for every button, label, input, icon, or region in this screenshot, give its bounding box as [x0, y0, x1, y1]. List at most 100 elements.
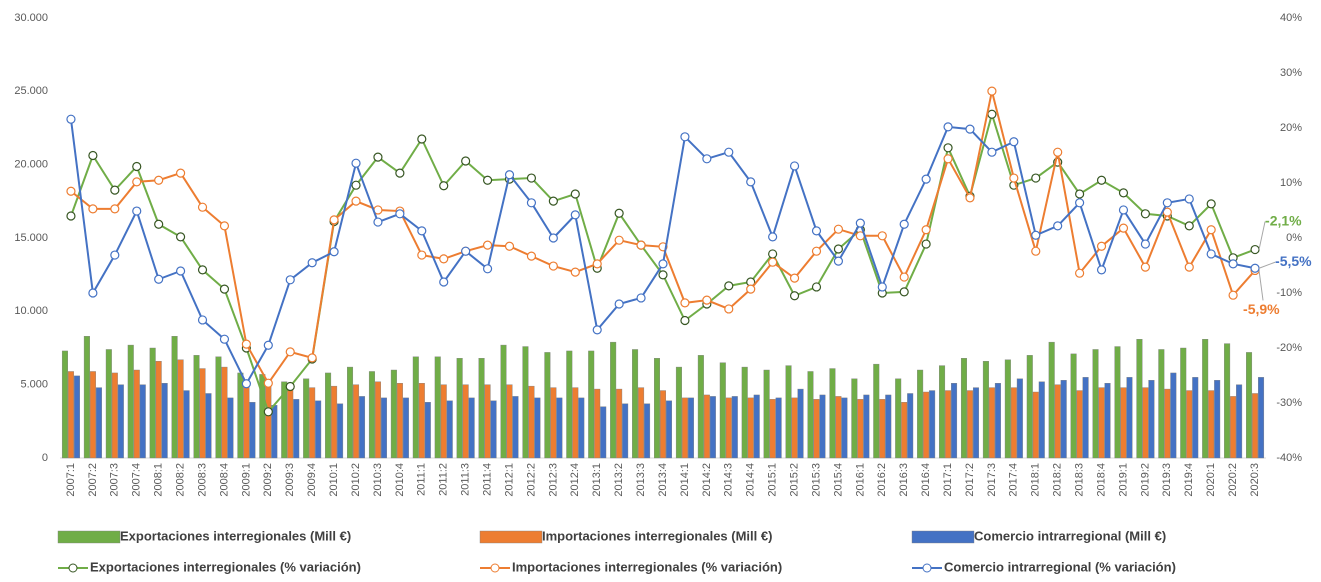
- marker: [263, 407, 273, 417]
- legend-swatch: [479, 530, 543, 544]
- marker: [176, 266, 186, 276]
- marker: [110, 204, 120, 214]
- bar: [972, 387, 979, 459]
- bar: [654, 358, 661, 459]
- x-tick-label: 2019:1: [1117, 463, 1129, 497]
- marker: [176, 232, 186, 242]
- bar: [813, 399, 820, 459]
- x-tick-label: 2009:4: [306, 463, 318, 497]
- y2-tick-label: 10%: [1280, 177, 1302, 189]
- marker: [789, 273, 800, 283]
- bar: [660, 390, 667, 459]
- bar: [675, 366, 682, 459]
- bar: [697, 355, 704, 459]
- marker: [285, 347, 295, 357]
- bar: [303, 378, 310, 459]
- bar: [205, 393, 212, 459]
- marker: [724, 147, 734, 157]
- bar: [1016, 378, 1023, 459]
- x-tick-label: 2018:1: [1030, 463, 1042, 497]
- bar: [572, 387, 579, 459]
- bar: [325, 372, 332, 459]
- bar: [331, 385, 338, 459]
- marker: [724, 304, 734, 314]
- bar: [622, 403, 629, 459]
- marker: [1206, 199, 1216, 209]
- bar: [807, 371, 814, 459]
- x-tick-label: 2020:1: [1205, 463, 1217, 497]
- bar: [1252, 393, 1259, 459]
- marker: [570, 267, 580, 277]
- bar: [819, 394, 826, 459]
- marker: [439, 254, 449, 264]
- marker: [592, 325, 602, 335]
- bar: [177, 359, 184, 459]
- marker: [724, 281, 734, 291]
- bar: [741, 366, 748, 459]
- marker: [219, 284, 230, 294]
- bar: [347, 366, 354, 459]
- marker: [1228, 259, 1238, 269]
- marker: [746, 284, 756, 294]
- bar: [315, 400, 322, 459]
- bar: [588, 350, 595, 459]
- bar: [396, 383, 403, 459]
- bar: [907, 393, 914, 459]
- marker: [833, 256, 844, 266]
- bar: [578, 397, 585, 459]
- marker: [1184, 194, 1194, 204]
- marker: [636, 293, 646, 303]
- marker: [811, 246, 822, 256]
- data-label: -5,9%: [1243, 301, 1280, 317]
- x-tick-label: 2008:2: [175, 463, 187, 497]
- data-label: -5,5%: [1275, 253, 1312, 269]
- marker: [702, 295, 712, 305]
- marker: [417, 250, 427, 260]
- x-tick-label: 2011:4: [481, 463, 493, 496]
- marker: [592, 259, 602, 269]
- bar: [249, 402, 256, 459]
- bar: [644, 403, 651, 459]
- bar: [1164, 388, 1171, 459]
- bar: [199, 368, 206, 459]
- marker: [1228, 290, 1238, 300]
- marker: [395, 209, 405, 219]
- bar: [127, 344, 134, 459]
- marker: [768, 232, 778, 242]
- bar: [725, 397, 732, 459]
- bar: [83, 336, 90, 459]
- bar: [1070, 353, 1077, 459]
- x-tick-label: 2014:4: [745, 463, 757, 497]
- x-tick-label: 2017:2: [964, 463, 976, 497]
- bar: [281, 381, 288, 459]
- x-tick-label: 2019:4: [1183, 463, 1195, 497]
- bar: [703, 394, 710, 459]
- x-tick-label: 2010:4: [394, 463, 406, 497]
- bar: [901, 402, 908, 459]
- x-tick-label: 2012:1: [503, 463, 515, 497]
- x-tick-label: 2012:3: [547, 463, 559, 497]
- marker: [154, 219, 164, 229]
- legend-swatch: [57, 530, 121, 544]
- y-tick-label: 20.000: [14, 159, 48, 171]
- marker: [88, 204, 98, 214]
- marker: [921, 225, 931, 235]
- marker: [987, 147, 997, 157]
- bar: [1148, 380, 1155, 459]
- bar: [556, 397, 563, 459]
- legend-swatch: [911, 530, 975, 544]
- marker: [899, 287, 909, 297]
- marker: [1162, 198, 1172, 208]
- bar: [89, 371, 96, 459]
- bar: [1186, 390, 1193, 459]
- bar: [879, 399, 886, 459]
- marker: [943, 143, 953, 153]
- bar: [424, 402, 431, 459]
- x-tick-label: 2019:3: [1161, 463, 1173, 497]
- leader-line: [1258, 221, 1266, 250]
- bar: [309, 387, 316, 459]
- marker: [614, 299, 624, 309]
- marker: [197, 202, 208, 212]
- bar: [1258, 377, 1265, 459]
- x-tick-label: 2012:4: [569, 463, 581, 497]
